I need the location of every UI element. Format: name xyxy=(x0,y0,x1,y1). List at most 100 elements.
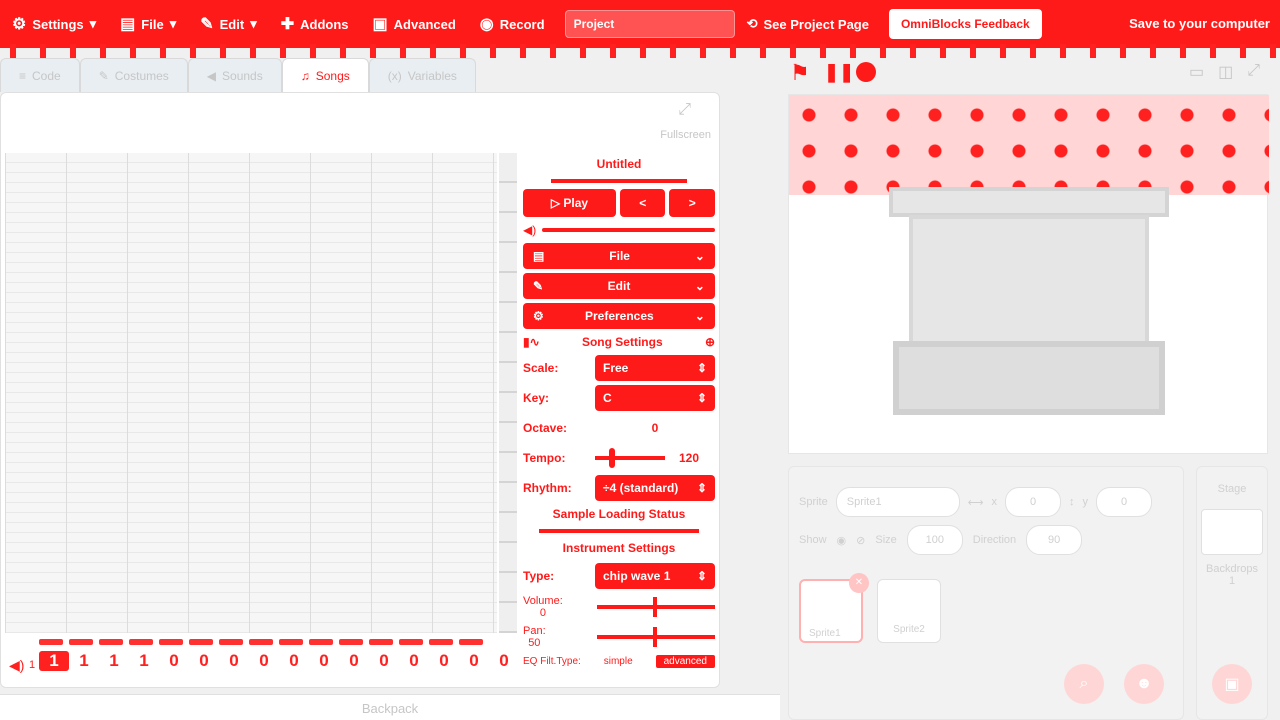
file-dropdown[interactable]: ▤ File ⌄ xyxy=(523,243,715,269)
bar-marker xyxy=(369,639,393,645)
fullscreen-icon[interactable]: ⤢ xyxy=(1247,62,1260,79)
file-label: File xyxy=(141,16,164,32)
backdrop-thumb[interactable] xyxy=(1201,509,1263,555)
green-flag-icon[interactable]: ⚑ xyxy=(790,60,810,85)
sequence-cell[interactable]: 1 xyxy=(109,651,119,670)
crosshair-icon[interactable]: ⊕ xyxy=(704,335,715,349)
advanced-menu[interactable]: ▣ Advanced xyxy=(361,0,468,48)
save-to-computer-button[interactable]: Save to your computer xyxy=(1129,16,1270,31)
pattern-grid[interactable] xyxy=(5,153,497,633)
tempo-slider[interactable] xyxy=(595,448,665,468)
sequence-cell[interactable]: 0 xyxy=(289,651,299,670)
tab-variables[interactable]: (x) Variables xyxy=(368,58,476,92)
bar-marker xyxy=(129,639,153,645)
eye-icon[interactable]: ◉ xyxy=(836,534,847,547)
sequence-cell[interactable]: 0 xyxy=(199,651,209,670)
settings-label: Settings xyxy=(32,16,84,32)
search-icon[interactable]: ⌕ xyxy=(1064,664,1104,704)
sprite-thumb[interactable]: ✕ Sprite1 xyxy=(799,573,869,643)
edit-dropdown[interactable]: ✎ Edit ⌄ xyxy=(523,273,715,299)
sequence-cell[interactable]: 1 xyxy=(39,651,69,671)
tab-code[interactable]: ≡ Code xyxy=(0,58,80,92)
pan-slider-knob[interactable] xyxy=(653,627,657,647)
direction-input[interactable]: 90 xyxy=(1026,525,1083,555)
sequence-cell[interactable]: 0 xyxy=(259,651,269,670)
stop-icon[interactable] xyxy=(856,62,876,82)
tab-costumes[interactable]: ✎ Costumes xyxy=(79,58,188,92)
see-project-page-button[interactable]: ⟲ See Project Page xyxy=(747,16,869,32)
tab-label: Songs xyxy=(315,68,350,83)
y-input[interactable]: 0 xyxy=(1096,487,1153,517)
volume-slider-knob[interactable] xyxy=(653,597,657,617)
tab-songs[interactable]: ♫ Songs xyxy=(281,58,369,92)
sequence-cell[interactable]: 0 xyxy=(409,651,419,670)
play-label: Play xyxy=(563,196,589,210)
large-stage-icon[interactable]: ◫ xyxy=(1218,64,1234,81)
sequence-cell[interactable]: 0 xyxy=(349,651,359,670)
record-menu[interactable]: ◉ Record xyxy=(468,0,557,48)
scale-select[interactable]: Free ⇕ xyxy=(595,355,715,381)
rhythm-select[interactable]: ÷4 (standard) ⇕ xyxy=(595,475,715,501)
track-number: 1 xyxy=(29,659,36,671)
grid-scrollbar[interactable] xyxy=(499,153,517,633)
backpack-header[interactable]: Backpack xyxy=(0,694,780,720)
addons-menu[interactable]: ✚ Addons xyxy=(269,0,361,48)
choose-sprite-icon[interactable]: ☻ xyxy=(1124,664,1164,704)
sequence-cell[interactable]: 0 xyxy=(319,651,329,670)
sequence-cell[interactable]: 0 xyxy=(499,651,509,670)
eq-advanced-option[interactable]: advanced xyxy=(655,655,715,668)
octave-value[interactable]: 0 xyxy=(651,421,659,435)
preferences-dropdown-label: Preferences xyxy=(584,309,654,323)
x-input[interactable]: 0 xyxy=(1005,487,1062,517)
sample-loading-bar xyxy=(539,529,699,533)
choose-backdrop-icon[interactable]: ▣ xyxy=(1212,664,1252,704)
volume-slider[interactable] xyxy=(542,228,715,232)
size-input[interactable]: 100 xyxy=(906,525,963,555)
sequence-cell[interactable]: 1 xyxy=(79,651,89,670)
speaker-icon[interactable]: ◀) xyxy=(9,657,25,673)
next-bar-button[interactable]: > xyxy=(669,189,715,217)
edit-menu[interactable]: ✎ Edit ▾ xyxy=(188,0,269,48)
sequence-cell[interactable]: 1 xyxy=(139,651,149,670)
stage-canvas[interactable] xyxy=(788,94,1269,454)
sequence-cell[interactable]: 0 xyxy=(229,651,239,670)
sequence-cell[interactable]: 0 xyxy=(379,651,389,670)
file-dropdown-label: File xyxy=(609,249,630,263)
octave-label: Octave: xyxy=(523,421,568,435)
file-menu[interactable]: ▤ File ▾ xyxy=(108,0,188,48)
sequence-cell[interactable]: 0 xyxy=(169,651,179,670)
bar-marker xyxy=(189,639,213,645)
menu-bar: ⚙ Settings ▾ ▤ File ▾ ✎ Edit ▾ ✚ Addons ▣ Advanc… xyxy=(0,0,1280,48)
sequence-cell[interactable]: 0 xyxy=(439,651,449,670)
track-sequence-bar: ◀) 1 1 1 1 1 0 0 0 0 0 0 0 0 0 0 0 0 xyxy=(5,633,517,687)
tab-sounds[interactable]: ◀ Sounds xyxy=(187,58,282,92)
eq-simple-option[interactable]: simple xyxy=(603,656,633,667)
song-title[interactable]: Untitled xyxy=(596,157,642,171)
sprite-name-input[interactable]: Sprite1 xyxy=(835,487,960,517)
feedback-button[interactable]: OmniBlocks Feedback xyxy=(888,9,1042,39)
sequence-cell[interactable]: 0 xyxy=(469,651,479,670)
instrument-volume-slider[interactable] xyxy=(597,597,715,617)
small-stage-icon[interactable]: ▭ xyxy=(1188,64,1205,81)
fullscreen-icon[interactable]: ⤢ xyxy=(678,101,691,118)
tempo-value[interactable]: 120 xyxy=(679,451,700,465)
gear-icon: ⚙ xyxy=(12,16,27,33)
key-select[interactable]: C ⇕ xyxy=(595,385,715,411)
advanced-label: Advanced xyxy=(393,16,456,32)
chevron-down-icon: ▾ xyxy=(169,16,177,31)
tempo-slider-knob[interactable] xyxy=(609,448,615,468)
pan-slider[interactable] xyxy=(597,627,715,647)
eye-off-icon[interactable]: ⊘ xyxy=(856,534,866,547)
preferences-dropdown[interactable]: ⚙ Preferences ⌄ xyxy=(523,303,715,329)
project-title-input[interactable]: Project xyxy=(564,10,735,38)
trash-icon[interactable]: ✕ xyxy=(849,573,869,593)
sprite-thumb[interactable]: Sprite2 xyxy=(877,579,941,643)
variable-icon: (x) xyxy=(387,68,402,83)
settings-menu[interactable]: ⚙ Settings ▾ xyxy=(0,0,108,48)
volume-label: Volume: xyxy=(523,595,563,607)
play-button[interactable]: ▷ Play xyxy=(523,189,616,217)
file-icon: ▤ xyxy=(120,16,136,33)
prev-bar-button[interactable]: < xyxy=(619,189,666,217)
instrument-type-select[interactable]: chip wave 1 ⇕ xyxy=(595,563,715,589)
pause-icon[interactable]: ❚❚ xyxy=(824,62,855,82)
